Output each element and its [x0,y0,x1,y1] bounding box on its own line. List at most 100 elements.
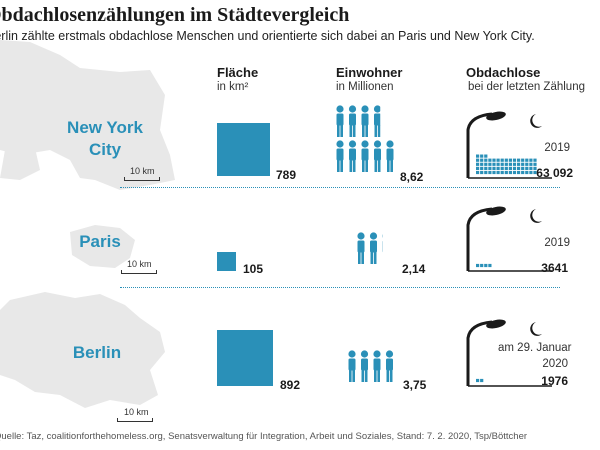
city-label-paris: Paris [55,231,145,253]
homeless-value: 3641 [541,261,568,275]
scale-label: 10 km [127,259,152,269]
homeless-block [512,158,517,162]
header-homeless: Obdachlose [466,65,541,80]
area-value: 892 [280,378,301,392]
area-square [217,252,236,271]
person-mark [360,350,369,382]
city-name-line1: Berlin [72,343,122,362]
homeless-streetlamp [466,111,552,179]
homeless-block [500,158,504,162]
scale-bar [117,418,153,422]
population-value: 3,75 [403,378,427,392]
city-label-new-york: New York City [60,117,150,161]
homeless-block [476,378,480,383]
homeless-value: 63 092 [536,166,573,180]
homeless-block [512,166,517,170]
scale-bar [121,270,157,274]
homeless-block [508,162,512,166]
scale-bar [124,177,160,181]
homeless-block [476,158,480,162]
homeless-streetlamp [466,319,552,387]
person-mark [369,232,378,264]
header-homeless-unit: bei der letzten Zählung [468,81,585,93]
map-new-york [0,40,175,190]
homeless-block [533,170,537,175]
homeless-block [492,170,496,175]
count-date-year: 2020 [542,358,568,370]
homeless-block [476,263,480,268]
city-name-line1: Paris [79,232,121,251]
homeless-block [484,166,488,170]
homeless-block [525,162,529,166]
count-date: am 29. Januar [498,342,572,354]
homeless-block [529,166,533,170]
person-mark [385,350,394,382]
homeless-block [508,166,512,170]
homeless-block [480,166,484,170]
row-divider [120,187,560,188]
moon-icon [530,209,542,223]
person-mark [373,350,381,382]
person-mark [382,234,383,252]
population-value: 8,62 [400,170,424,184]
homeless-block [508,170,512,175]
person-mark [373,140,382,172]
homeless-block [492,166,496,170]
homeless-block [521,166,525,170]
homeless-block [521,162,525,166]
homeless-block [496,166,500,170]
moon-icon [530,322,542,336]
header-population: Einwohner [336,65,403,80]
homeless-block [484,263,488,268]
homeless-block [496,162,500,166]
homeless-block [496,158,500,162]
row-divider [120,287,560,288]
person-mark [348,105,357,137]
count-date: 2019 [544,237,570,249]
homeless-block [521,170,525,175]
homeless-block [500,166,504,170]
header-area: Fläche [217,65,259,80]
person-mark [386,140,394,172]
person-mark [348,140,357,172]
homeless-block [529,170,533,175]
homeless-block [496,170,500,175]
homeless-block [484,158,488,162]
homeless-block [500,162,504,166]
homeless-block [517,166,521,170]
homeless-block [504,166,508,170]
homeless-block [512,170,517,175]
person-mark [361,105,369,137]
homeless-block [480,378,484,383]
person-mark [348,350,356,382]
city-label-berlin: Berlin [52,342,142,364]
person-mark [336,140,344,172]
homeless-block [480,158,484,162]
homeless-block [504,158,508,162]
homeless-block [484,154,488,158]
city-name-line1: New York [67,118,143,137]
area-square [217,123,270,176]
city-name-line2: City [88,140,122,159]
homeless-block [480,170,484,175]
homeless-block [504,162,508,166]
homeless-block [492,162,496,166]
population-value: 2,14 [402,262,426,276]
area-value: 789 [276,168,297,182]
chart-subtitle: Berlin zählte erstmals obdachlose Mensch… [0,29,535,43]
homeless-block [512,162,517,166]
homeless-block [488,162,492,166]
map-new-york-island [0,148,40,180]
person-mark [373,105,381,137]
homeless-block [500,170,504,175]
homeless-block [480,162,484,166]
streetlamp-icon [466,206,552,272]
person-mark [361,140,369,172]
streetlamp-icon [466,319,552,387]
header-population-unit: in Millionen [336,81,394,93]
area-square [217,330,273,386]
moon-icon [530,114,542,128]
homeless-block [529,158,533,162]
homeless-block [488,158,492,162]
streetlamp-icon [466,111,552,179]
